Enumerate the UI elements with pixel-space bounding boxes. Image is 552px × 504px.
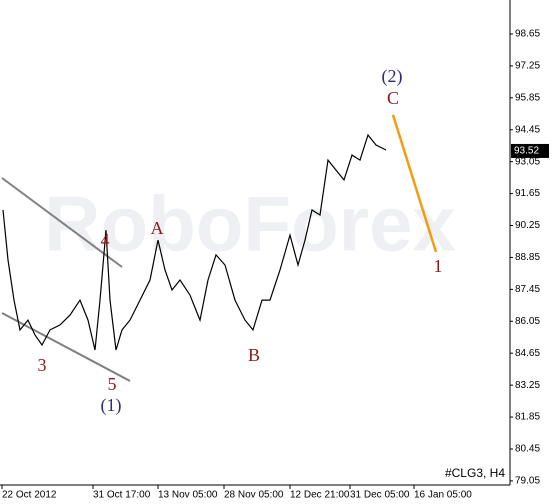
x-tick-label: 31 Dec 05:00 xyxy=(350,490,410,501)
wave-label: 4 xyxy=(101,230,110,250)
y-tick-label: 93.05 xyxy=(515,156,540,167)
symbol-label: #CLG3, H4 xyxy=(445,466,505,480)
wave-label: C xyxy=(387,88,399,108)
y-tick-label: 79.05 xyxy=(515,476,540,487)
y-tick-label: 98.65 xyxy=(515,29,540,40)
wave-label: 5 xyxy=(108,374,117,394)
y-tick-label: 81.85 xyxy=(515,412,540,423)
y-tick-label: 95.85 xyxy=(515,92,540,103)
x-tick-label: 28 Nov 05:00 xyxy=(224,490,284,501)
x-tick-label: 31 Oct 17:00 xyxy=(93,490,151,501)
wave-label: A xyxy=(151,218,164,238)
x-tick-label: 16 Jan 05:00 xyxy=(414,490,472,501)
y-tick-label: 83.25 xyxy=(515,380,540,391)
wave-label: (2) xyxy=(382,66,403,87)
y-tick-label: 88.85 xyxy=(515,252,540,263)
y-tick-label: 90.25 xyxy=(515,220,540,231)
price-label: 93.52 xyxy=(514,146,539,157)
y-tick-label: 97.25 xyxy=(515,61,540,72)
wave-label: 1 xyxy=(434,256,443,276)
y-tick-label: 84.65 xyxy=(515,348,540,359)
y-tick-label: 94.45 xyxy=(515,124,540,135)
wave-label: (1) xyxy=(101,395,122,416)
y-tick-label: 87.45 xyxy=(515,284,540,295)
series-line xyxy=(2,133,387,351)
x-tick-label: 12 Dec 21:00 xyxy=(290,490,350,501)
x-tick-label: 22 Oct 2012 xyxy=(2,490,57,501)
y-tick-label: 86.05 xyxy=(515,316,540,327)
series-line xyxy=(391,114,438,253)
x-tick-label: 13 Nov 05:00 xyxy=(158,490,218,501)
wave-label: 3 xyxy=(38,355,47,375)
channel-line xyxy=(1,312,131,382)
y-tick-label: 91.65 xyxy=(515,188,540,199)
wave-label: B xyxy=(248,345,260,365)
watermark: RoboForex xyxy=(44,180,456,268)
price-box xyxy=(511,143,549,158)
y-tick-label: 80.45 xyxy=(515,444,540,455)
channel-line xyxy=(1,177,123,268)
